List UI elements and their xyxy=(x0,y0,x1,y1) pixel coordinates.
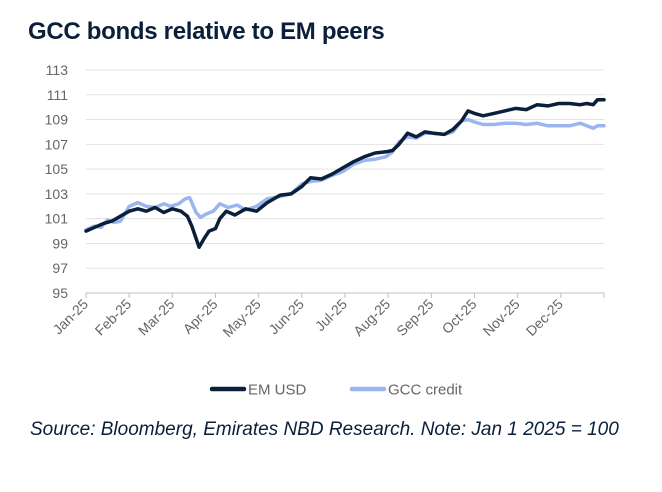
legend-label: EM USD xyxy=(248,382,307,399)
x-tick-label: Jun-25 xyxy=(265,296,307,338)
legend-label: GCC credit xyxy=(388,382,463,399)
y-tick-label: 107 xyxy=(45,136,69,152)
x-tick-label: Mar-25 xyxy=(135,296,178,339)
x-tick-label: May-25 xyxy=(219,296,263,340)
legend: EM USD GCC credit xyxy=(209,382,463,399)
y-tick-label: 99 xyxy=(52,235,68,251)
x-tick-label: Apr-25 xyxy=(180,296,221,337)
x-tick-label: Dec-25 xyxy=(523,296,566,339)
y-axis-ticks: 95 97 99 101 103 105 107 109 111 113 xyxy=(45,62,69,301)
x-tick-label: Jul-25 xyxy=(312,296,350,334)
x-tick-label: Nov-25 xyxy=(480,296,523,339)
x-tick-label: Feb-25 xyxy=(92,296,135,339)
series-lines xyxy=(84,97,606,249)
x-tick-label: Sep-25 xyxy=(393,296,436,339)
y-tick-label: 103 xyxy=(45,186,69,202)
y-tick-label: 97 xyxy=(52,260,68,276)
y-tick-label: 101 xyxy=(45,211,69,227)
chart-title: GCC bonds relative to EM peers xyxy=(28,18,385,45)
x-tick-label: Aug-25 xyxy=(350,296,393,339)
y-tick-label: 105 xyxy=(45,161,69,177)
y-tick-label: 111 xyxy=(47,87,68,103)
series-line-em-usd xyxy=(84,97,606,249)
y-tick-label: 109 xyxy=(45,112,69,128)
y-tick-label: 113 xyxy=(46,62,69,78)
x-tick-label: Oct-25 xyxy=(439,296,480,337)
line-chart: 95 97 99 101 103 105 107 109 111 113 Jan-25 Feb-25… xyxy=(45,62,606,399)
x-tick-label: Jan-25 xyxy=(50,296,92,338)
source-note: Source: Bloomberg, Emirates NBD Research… xyxy=(30,419,619,440)
y-tick-label: 95 xyxy=(52,285,68,301)
gridlines xyxy=(86,69,604,269)
